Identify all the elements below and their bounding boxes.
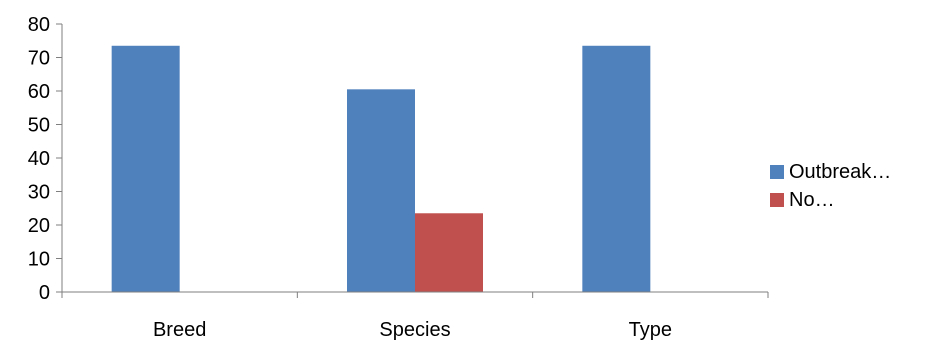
x-tick-label: Breed bbox=[153, 319, 206, 341]
y-tick-label: 20 bbox=[28, 215, 50, 237]
legend-swatch-no bbox=[770, 193, 784, 207]
bar-outbreak bbox=[347, 89, 415, 292]
y-tick-label: 60 bbox=[28, 81, 50, 103]
legend-item-no: No… bbox=[770, 186, 891, 214]
y-tick-label: 70 bbox=[28, 48, 50, 70]
y-tick-label: 10 bbox=[28, 249, 50, 271]
y-tick-label: 80 bbox=[28, 14, 50, 36]
y-tick-label: 50 bbox=[28, 115, 50, 137]
y-tick-label: 0 bbox=[39, 282, 50, 304]
bar-outbreak bbox=[582, 45, 651, 293]
x-tick-label: Type bbox=[629, 319, 672, 341]
bar-outbreak bbox=[111, 45, 180, 293]
y-tick-label: 40 bbox=[28, 148, 50, 170]
legend-swatch-outbreak bbox=[770, 165, 784, 179]
chart-legend: Outbreak… No… bbox=[770, 158, 891, 214]
legend-item-outbreak: Outbreak… bbox=[770, 158, 891, 186]
y-tick-label: 30 bbox=[28, 182, 50, 204]
legend-label-outbreak: Outbreak… bbox=[789, 160, 892, 183]
legend-label-no: No… bbox=[789, 188, 835, 211]
bar-no bbox=[415, 213, 483, 292]
x-tick-label: Species bbox=[379, 319, 450, 341]
